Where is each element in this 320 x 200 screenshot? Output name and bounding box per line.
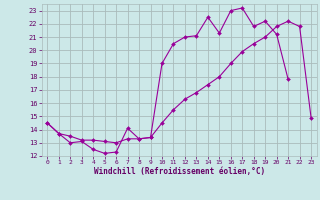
X-axis label: Windchill (Refroidissement éolien,°C): Windchill (Refroidissement éolien,°C) xyxy=(94,167,265,176)
